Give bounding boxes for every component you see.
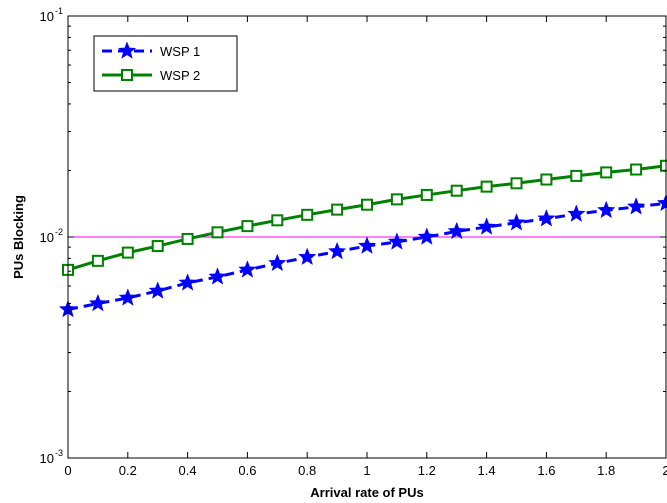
x-tick-label: 1.2 [418, 463, 436, 478]
legend-items: WSP 1 WSP 2 [102, 41, 200, 83]
y-axis-title: PUs Blocking [11, 195, 26, 279]
x-tick-label: 1.6 [537, 463, 555, 478]
data-point [420, 188, 433, 201]
data-point [447, 221, 466, 240]
data-point [540, 173, 553, 186]
data-point [417, 227, 437, 245]
legend: WSP 1 WSP 2 [93, 35, 238, 92]
data-point [91, 254, 104, 267]
data-point [480, 180, 493, 193]
data-point [297, 247, 317, 266]
data-point [178, 273, 197, 291]
x-tick-label: 1.4 [478, 463, 496, 478]
data-point [268, 253, 287, 272]
data-point [88, 293, 108, 312]
y-tick-label-exponent: -1 [55, 6, 63, 16]
x-tick-label: 0.8 [298, 463, 316, 478]
data-point [211, 226, 224, 239]
data-point [151, 240, 164, 253]
data-point [390, 193, 403, 206]
y-tick-label-exponent: -2 [55, 227, 63, 237]
data-point [537, 208, 556, 227]
data-point [121, 246, 134, 259]
data-point [271, 214, 284, 227]
data-point [238, 260, 257, 278]
data-point [510, 177, 523, 190]
y-tick-label-exponent: -3 [55, 448, 63, 458]
data-point [507, 213, 526, 231]
data-point [148, 281, 167, 299]
x-tick-label: 0.2 [119, 463, 137, 478]
data-point [387, 232, 407, 250]
data-point [118, 288, 138, 306]
data-point [596, 200, 616, 219]
legend-item: WSP 1 [102, 41, 200, 59]
legend-label: WSP 2 [160, 68, 200, 83]
data-point [301, 208, 314, 221]
x-tick-label: 2 [662, 463, 667, 478]
data-point [241, 220, 254, 233]
data-point [567, 204, 586, 222]
y-tick-label: 10 [40, 9, 54, 24]
data-point [357, 236, 377, 254]
data-point [208, 267, 227, 285]
x-tick-label: 1.8 [597, 463, 615, 478]
y-tick-label: 10 [40, 451, 54, 466]
ticks-layer: 0 0.2 0.4 0.6 0.8 1 1.2 1.4 1.6 1.8 210-110-210-3 [40, 6, 667, 478]
x-tick-label: 1 [363, 463, 370, 478]
legend-marker [121, 69, 133, 81]
data-point [181, 232, 194, 245]
data-point [630, 163, 643, 176]
series-layer [58, 159, 667, 318]
x-tick-label: 0.6 [238, 463, 256, 478]
legend-item: WSP 2 [102, 68, 200, 83]
data-point [331, 203, 344, 216]
data-point [600, 166, 613, 179]
y-tick-label: 10 [40, 230, 54, 245]
legend-label: WSP 1 [160, 44, 200, 59]
x-tick-label: 0 [64, 463, 71, 478]
data-point [477, 217, 496, 235]
data-point [570, 169, 583, 182]
data-point [361, 198, 373, 211]
series-2 [62, 159, 667, 276]
legend-marker [117, 41, 137, 59]
data-point [450, 184, 463, 197]
series-1 [58, 193, 667, 318]
legend-box [93, 35, 238, 92]
data-point [626, 197, 646, 215]
x-axis-title: Arrival rate of PUs [310, 485, 423, 500]
x-tick-label: 0.4 [179, 463, 197, 478]
data-point [327, 241, 347, 260]
